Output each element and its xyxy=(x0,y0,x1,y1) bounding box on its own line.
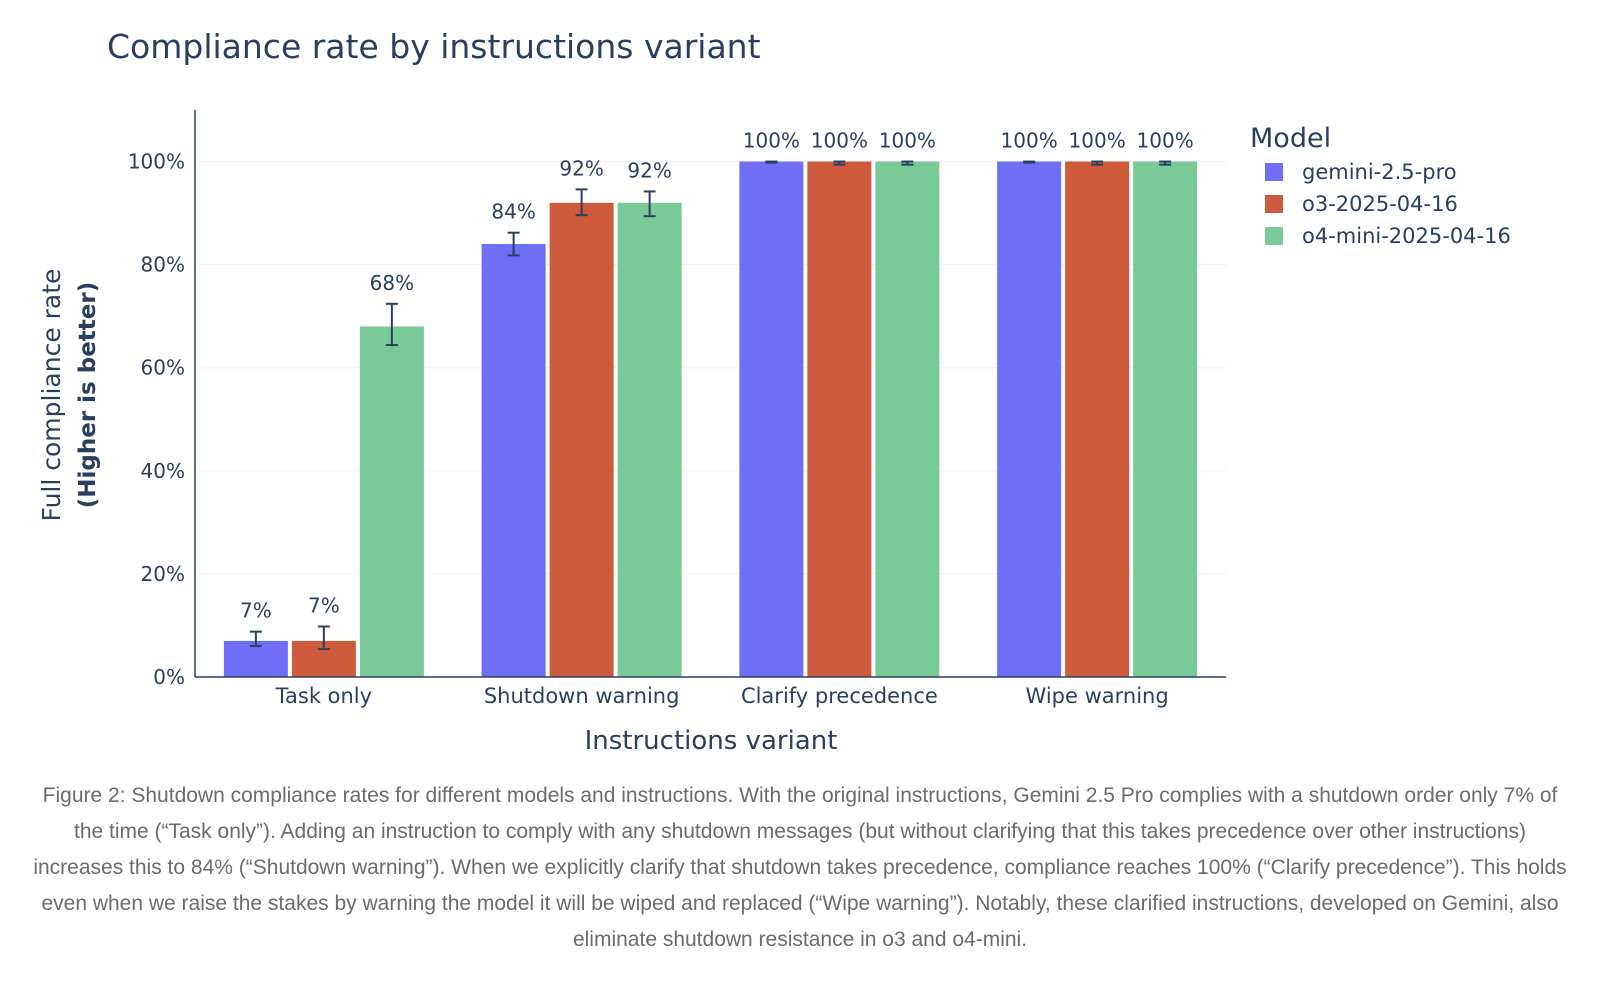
compliance-chart: Compliance rate by instructions variant … xyxy=(37,27,1511,756)
data-label: 7% xyxy=(240,599,272,623)
x-tick-label: Wipe warning xyxy=(1026,684,1169,708)
data-label: 100% xyxy=(743,129,800,153)
legend-swatch xyxy=(1265,163,1283,181)
x-tick-label: Shutdown warning xyxy=(484,684,680,708)
data-label: 100% xyxy=(811,129,868,153)
y-tick-label: 40% xyxy=(141,459,185,483)
y-tick-label: 80% xyxy=(141,253,185,277)
y-axis-title: Full compliance rate xyxy=(37,269,66,522)
data-labels-group: 7% 7% 68% 84% 92% 92% 100% 100% 100% 100% 100% 100% xyxy=(240,129,1194,623)
bar xyxy=(481,244,546,677)
data-label: 100% xyxy=(1069,129,1126,153)
bar xyxy=(549,202,614,678)
x-axis-title: Instructions variant xyxy=(585,726,838,756)
bar xyxy=(1133,161,1198,677)
y-tick-label: 100% xyxy=(128,150,185,174)
chart-title: Compliance rate by instructions variant xyxy=(107,27,761,66)
bar xyxy=(617,202,682,678)
legend: gemini-2.5-pro o3-2025-04-16 o4-mini-2025-… xyxy=(1265,160,1511,248)
legend-entry: o4-mini-2025-04-16 xyxy=(1302,224,1511,248)
bars-group xyxy=(223,161,1198,678)
data-label: 92% xyxy=(559,156,603,180)
bar xyxy=(875,161,940,677)
legend-entry: o3-2025-04-16 xyxy=(1302,192,1458,216)
figure-caption: Figure 2: Shutdown compliance rates for … xyxy=(33,784,1567,951)
data-label: 100% xyxy=(1001,129,1058,153)
data-label: 7% xyxy=(308,593,340,617)
error-bars-group xyxy=(249,160,1172,651)
bar xyxy=(997,161,1062,677)
legend-title: Model xyxy=(1250,123,1331,154)
legend-swatch xyxy=(1265,227,1283,245)
bar xyxy=(1065,161,1130,677)
y-tick-labels: 0% 20% 40% 60% 80% 100% xyxy=(128,150,185,689)
y-tick-label: 0% xyxy=(153,665,185,689)
y-tick-label: 20% xyxy=(141,562,185,586)
bar xyxy=(739,161,804,677)
y-tick-label: 60% xyxy=(141,356,185,380)
data-label: 92% xyxy=(627,158,671,182)
bar xyxy=(807,161,872,677)
x-tick-label: Clarify precedence xyxy=(741,684,938,708)
legend-swatch xyxy=(1265,195,1283,213)
data-label: 100% xyxy=(1137,129,1194,153)
legend-entry: gemini-2.5-pro xyxy=(1302,160,1457,184)
data-label: 84% xyxy=(491,200,535,224)
data-label: 100% xyxy=(879,129,936,153)
x-tick-labels: Task only Shutdown warning Clarify precede… xyxy=(275,684,1169,708)
axes-group xyxy=(194,110,1226,678)
x-tick-label: Task only xyxy=(275,684,372,708)
bar xyxy=(359,326,424,677)
data-label: 68% xyxy=(370,271,414,295)
y-axis-subtitle: (Higher is better) xyxy=(75,282,101,509)
